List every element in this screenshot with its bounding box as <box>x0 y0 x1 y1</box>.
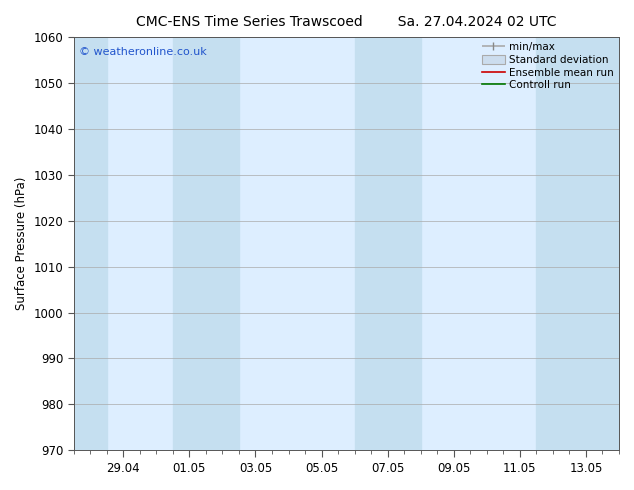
Bar <box>74 37 107 450</box>
Y-axis label: Surface Pressure (hPa): Surface Pressure (hPa) <box>15 177 28 310</box>
Bar <box>536 37 619 450</box>
Bar <box>354 37 421 450</box>
Bar <box>173 37 239 450</box>
Title: CMC-ENS Time Series Trawscoed        Sa. 27.04.2024 02 UTC: CMC-ENS Time Series Trawscoed Sa. 27.04.… <box>136 15 557 29</box>
Legend: min/max, Standard deviation, Ensemble mean run, Controll run: min/max, Standard deviation, Ensemble me… <box>480 40 616 92</box>
Text: © weatheronline.co.uk: © weatheronline.co.uk <box>79 48 207 57</box>
